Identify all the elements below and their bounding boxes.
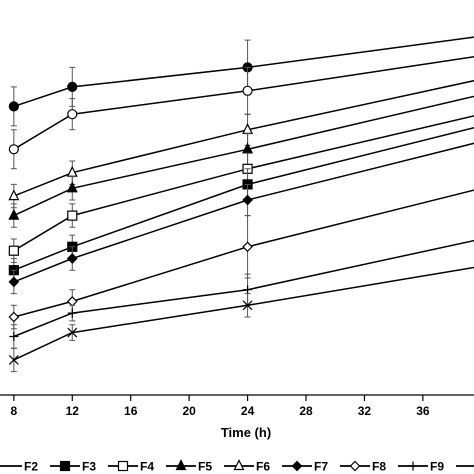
series-F9: [9, 239, 474, 349]
legend-item-F8: F8: [340, 460, 386, 474]
data-point-F7-1: [66, 253, 78, 264]
legend-label: F2: [24, 460, 38, 474]
series-layer: [8, 36, 474, 373]
legend-item-F9: F9: [398, 460, 444, 474]
x-tick-label-32: 32: [358, 404, 372, 418]
legend-label: F8: [372, 460, 386, 474]
legend-item-F5: F5: [166, 459, 212, 474]
data-point-F7-2: [242, 194, 253, 206]
series-F6: [8, 126, 474, 283]
series-line-F9: [13, 239, 474, 338]
data-point-F4-1: [66, 181, 78, 193]
data-point-F1-1: [67, 81, 78, 93]
data-point-F9-1: [67, 308, 77, 318]
x-tick-label-28: 28: [299, 404, 313, 418]
data-point-F5-1: [67, 210, 78, 221]
series-line-F5: [13, 115, 474, 252]
series-line-F8: [13, 189, 474, 318]
legend-marker-F3: [59, 460, 71, 472]
x-tick-label-20: 20: [182, 404, 196, 418]
data-point-F9-2: [243, 285, 253, 295]
legend-item-F2: F2: [0, 460, 38, 474]
data-point-F4-0: [8, 208, 20, 220]
data-point-F9-0: [9, 332, 19, 341]
x-tick-label-12: 12: [66, 404, 80, 418]
legend-marker-F8: [349, 460, 361, 472]
series-F10: [8, 266, 474, 373]
legend-label: F5: [198, 460, 212, 474]
data-point-F2-0: [8, 144, 19, 155]
legend-marker-F4: [117, 460, 129, 472]
legend-item-F7: F7: [282, 460, 328, 474]
data-point-F8-1: [66, 296, 78, 307]
x-axis-ticks: 8 12 16 20 24 28 32 36: [10, 395, 430, 418]
x-tick-label-24: 24: [241, 404, 255, 418]
series-line-F4: [13, 95, 474, 217]
series-F8: [8, 189, 474, 330]
series-F2: [8, 56, 474, 170]
legend-label: F9: [430, 460, 444, 474]
series-line-F7: [13, 142, 474, 283]
data-point-F5-0: [8, 245, 19, 256]
series-line-F2: [13, 56, 474, 150]
data-point-F3-0: [8, 189, 20, 201]
data-point-F10-2: [242, 300, 253, 311]
legend-marker-F7: [291, 460, 303, 472]
legend-label: F3: [82, 460, 96, 474]
x-tick-label-16: 16: [124, 404, 138, 418]
data-point-F8-0: [8, 311, 20, 323]
legend-label: F6: [256, 460, 270, 474]
legend-marker-F6: [233, 459, 245, 471]
series-line-F10: [13, 266, 474, 361]
legend: F2 F3 F4 F5 F6 F7 F8 F9: [0, 459, 474, 474]
series-line-F6: [13, 126, 474, 271]
legend-label: F4: [140, 460, 154, 474]
series-line-F1: [13, 36, 474, 108]
data-point-F1-0: [8, 101, 19, 112]
data-point-F2-1: [67, 109, 78, 120]
data-point-F7-0: [8, 276, 20, 288]
x-tick-label-8: 8: [10, 404, 17, 418]
legend-marker-F5: [175, 459, 187, 471]
data-point-F2-2: [242, 85, 253, 96]
legend-item-F6: F6: [224, 459, 270, 474]
legend-item-F4: F4: [108, 460, 154, 474]
legend-label: F7: [314, 460, 328, 474]
legend-marker-F9: [408, 461, 418, 471]
series-F3: [8, 79, 474, 209]
data-point-F10-0: [8, 354, 19, 365]
data-point-F8-2: [242, 241, 253, 253]
series-F5: [8, 115, 474, 263]
series-F4: [8, 95, 474, 228]
series-F7: [8, 142, 474, 295]
series-line-F3: [13, 79, 474, 197]
x-tick-label-36: 36: [416, 404, 430, 418]
data-point-F10-1: [67, 327, 78, 338]
legend-item-F3: F3: [50, 460, 96, 474]
x-axis-title: Time (h): [221, 425, 271, 440]
